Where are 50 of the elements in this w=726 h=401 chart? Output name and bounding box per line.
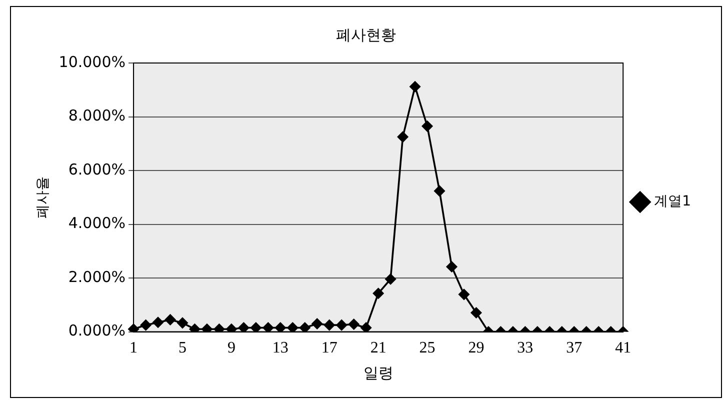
y-tick-label: 4.000% [68, 214, 126, 232]
y-tick-label: 2.000% [68, 268, 126, 286]
point [446, 261, 458, 272]
point [385, 274, 396, 285]
point [470, 307, 482, 318]
point [410, 81, 420, 92]
point [372, 288, 384, 299]
y-axis-title: 폐사율 [35, 176, 52, 218]
point [299, 322, 310, 332]
y-tick-label: 8.000% [68, 106, 126, 125]
point [324, 320, 335, 330]
x-tick-label: 17 [321, 340, 338, 357]
point [397, 132, 408, 142]
point [128, 324, 139, 332]
point [189, 324, 200, 332]
point [152, 316, 164, 328]
point [336, 320, 347, 330]
point [360, 322, 372, 332]
point [238, 322, 250, 332]
point [458, 289, 470, 300]
x-tick-label: 13 [272, 340, 288, 357]
point [262, 322, 274, 332]
x-tick-label: 5 [178, 340, 186, 357]
y-tick-label: 6.000% [68, 160, 126, 178]
point [177, 318, 188, 328]
x-tick-label: 1 [130, 340, 138, 357]
point [434, 186, 445, 196]
y-tick-label: 10.000% [58, 52, 126, 71]
point [275, 322, 286, 332]
point [214, 324, 225, 332]
point [287, 322, 298, 332]
x-axis-title: 일령 [363, 364, 394, 382]
x-tick-label: 9 [227, 340, 236, 357]
legend-label: 계열1 [654, 194, 692, 210]
point [164, 314, 176, 326]
y-tick-label: 0.000% [68, 322, 126, 340]
x-tick-label: 29 [468, 340, 484, 357]
point [202, 324, 212, 332]
x-tick-label: 21 [370, 340, 386, 357]
point [226, 324, 237, 332]
x-tick-label: 25 [419, 340, 436, 357]
chart-title: 폐사현황 [336, 26, 396, 44]
x-tick-label: 33 [517, 340, 534, 357]
x-tick-label: 41 [615, 340, 632, 357]
point [140, 320, 152, 330]
point [250, 322, 262, 332]
point [312, 318, 323, 330]
x-tick-label: 37 [566, 340, 582, 357]
point [348, 318, 360, 330]
point [422, 120, 433, 132]
